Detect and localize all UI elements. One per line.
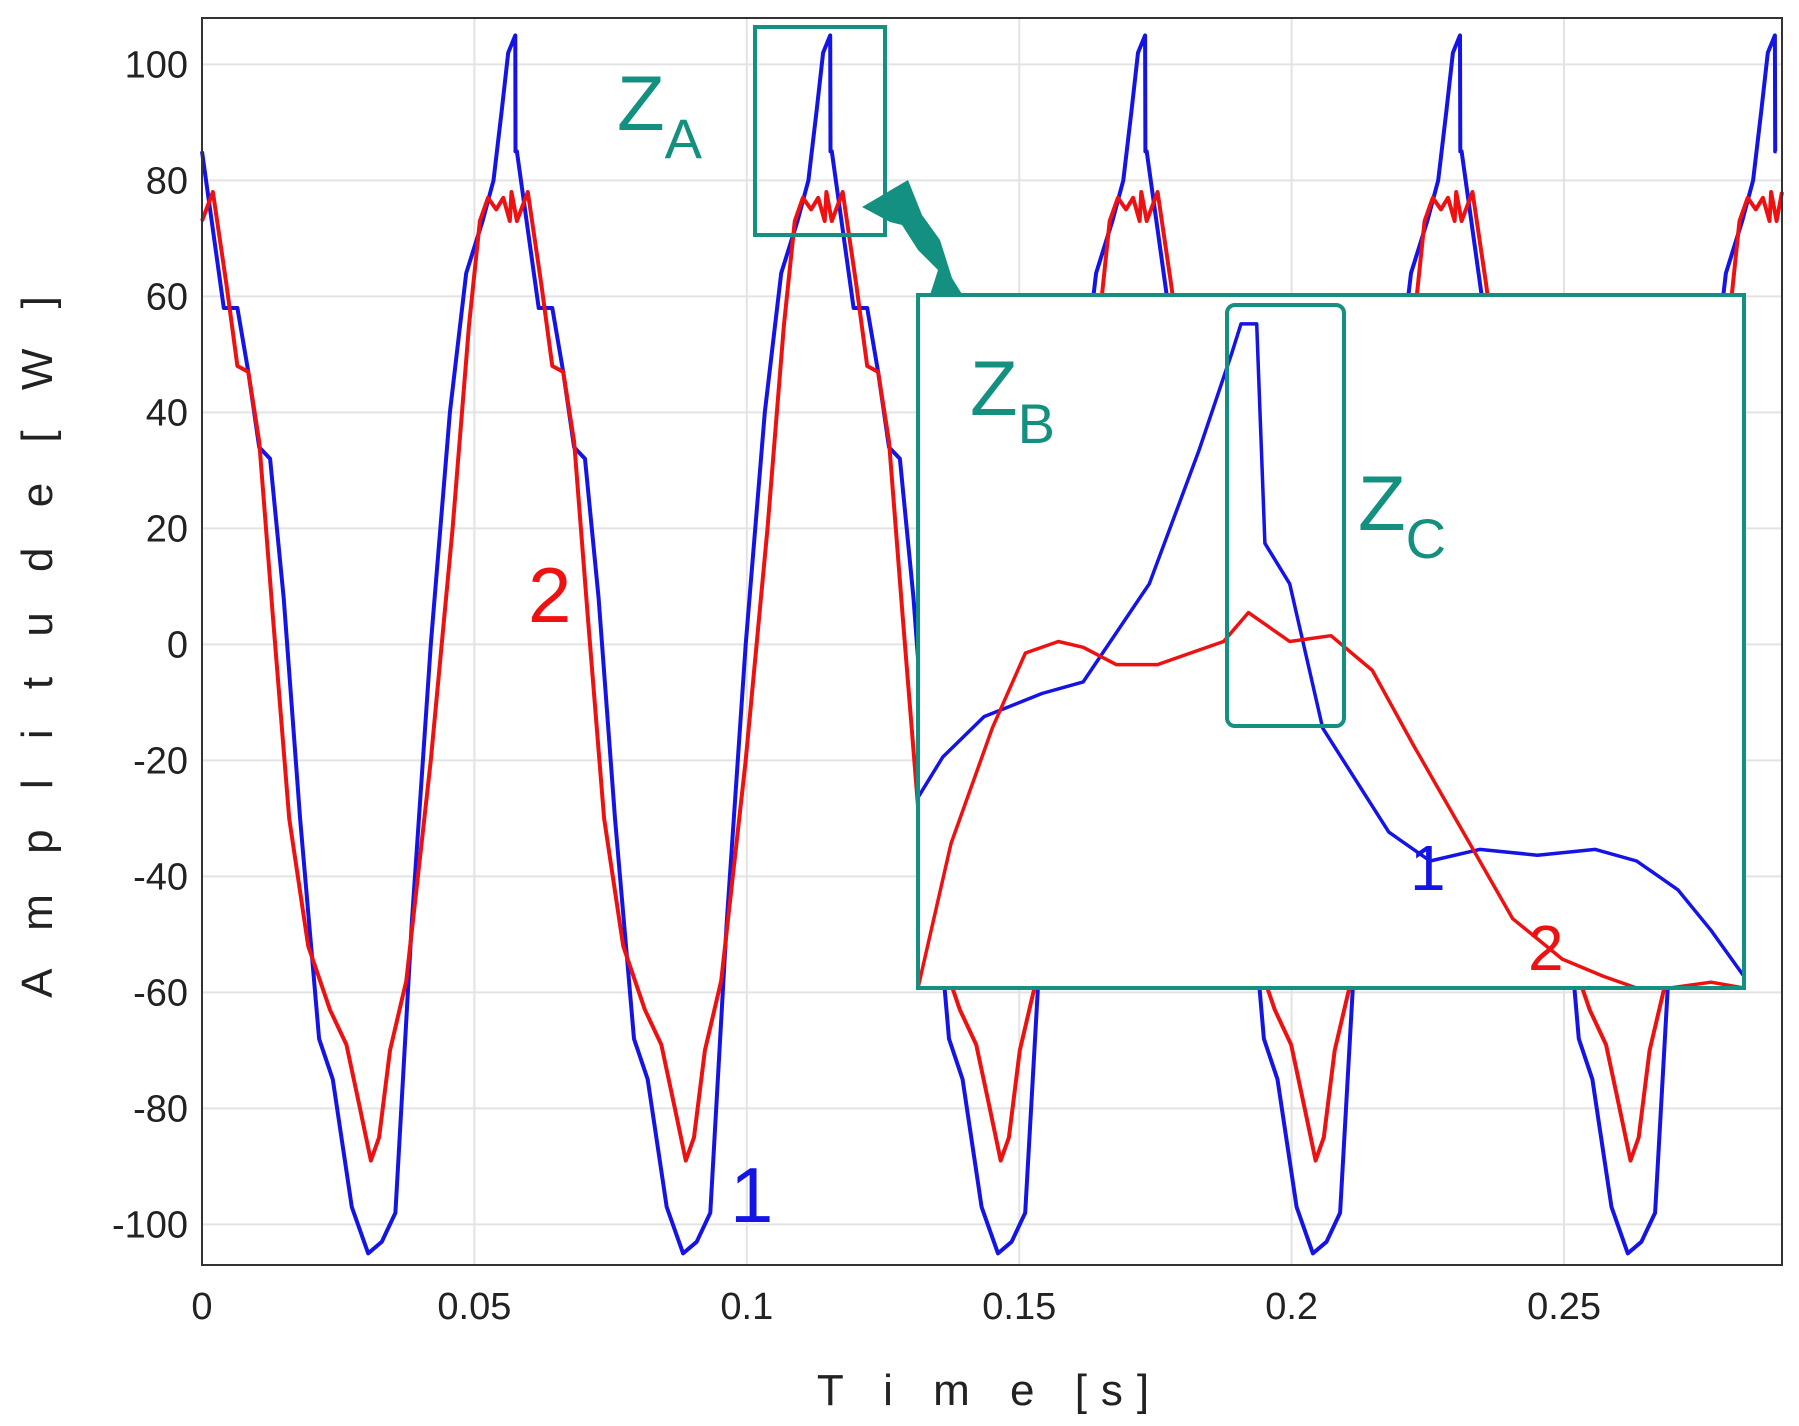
z-a-label: ZA	[617, 59, 703, 170]
zoom-a-box	[753, 25, 887, 237]
y-axis-label: A m p l i t u d e [ W ]	[13, 282, 62, 998]
main-series-2-label: 2	[528, 551, 571, 639]
zoom-c-box	[1225, 303, 1346, 728]
x-tick-labels: 0 0.05 0.1 0.15 0.2 0.25	[191, 1286, 1601, 1328]
x-tick-label: 0.05	[437, 1286, 511, 1328]
x-tick-label: 0.15	[982, 1286, 1056, 1328]
x-tick-label: 0	[191, 1286, 212, 1328]
z-b-label: ZB	[970, 344, 1055, 455]
inset-series-line-2	[916, 610, 1745, 990]
x-tick-label: 0.2	[1265, 1286, 1318, 1328]
lightning-arrow-icon	[862, 180, 978, 322]
inset-series-lines	[916, 322, 1746, 990]
y-tick-labels: 100 80 60 40 20 0 -20 -40 -60 -80 -100	[112, 44, 188, 1246]
y-tick-label: -80	[133, 1088, 188, 1130]
y-tick-label: 100	[125, 44, 188, 86]
y-tick-label: 60	[146, 276, 188, 318]
y-tick-label: 40	[146, 392, 188, 434]
inset-frame	[916, 293, 1746, 990]
inset-series-line-1	[916, 322, 1746, 978]
x-axis-label: T i m e [s]	[817, 1366, 1163, 1415]
y-tick-label: 80	[146, 160, 188, 202]
y-tick-label: -60	[133, 972, 188, 1014]
y-tick-label: 20	[146, 508, 188, 550]
y-tick-label: -20	[133, 740, 188, 782]
x-tick-label: 0.25	[1527, 1286, 1601, 1328]
main-series-1-label: 1	[730, 1151, 773, 1239]
z-c-label: ZC	[1358, 459, 1446, 570]
y-tick-label: -40	[133, 856, 188, 898]
x-tick-label: 0.1	[720, 1286, 773, 1328]
plot-frame	[201, 17, 1783, 1266]
y-tick-label: 0	[167, 624, 188, 666]
y-tick-label: -100	[112, 1204, 188, 1246]
inset-series-2-label: 2	[1528, 912, 1564, 984]
inset-series-1-label: 1	[1410, 832, 1446, 904]
